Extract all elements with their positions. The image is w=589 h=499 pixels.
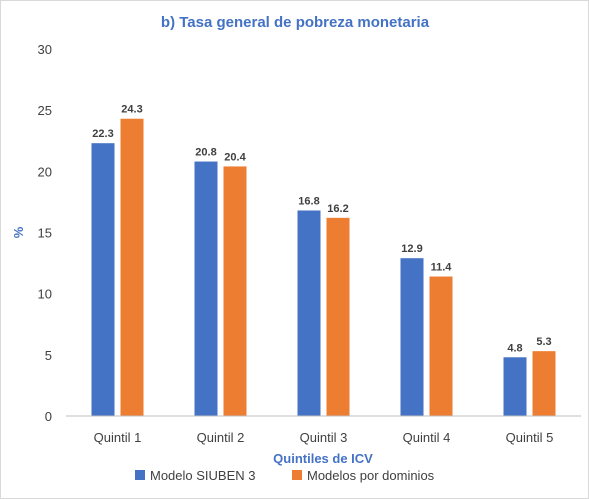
y-tick-label: 0	[45, 409, 52, 424]
x-tick-label: Quintil 4	[403, 430, 451, 445]
y-tick-label: 30	[38, 42, 52, 57]
x-tick-label: Quintil 5	[506, 430, 554, 445]
bar-dominios	[429, 276, 453, 416]
data-label: 20.8	[195, 147, 216, 159]
y-tick-label: 10	[38, 287, 52, 302]
bar-dominios	[120, 118, 144, 416]
bars	[91, 118, 556, 417]
bar-siuben3	[400, 258, 424, 416]
x-tick-label: Quintil 1	[94, 430, 142, 445]
data-label: 5.3	[536, 336, 551, 348]
y-tick-label: 20	[38, 164, 52, 179]
x-axis-title: Quintiles de ICV	[273, 451, 373, 466]
legend: Modelo SIUBEN 3 Modelos por dominios	[135, 468, 435, 483]
x-tick-label: Quintil 2	[197, 430, 245, 445]
y-tick-label: 25	[38, 103, 52, 118]
x-axis-ticks: Quintil 1 Quintil 2 Quintil 3 Quintil 4 Quin…	[94, 430, 554, 445]
y-axis-ticks: 0 5 10 15 20 25 30	[38, 42, 52, 424]
legend-label: Modelos por dominios	[307, 468, 435, 483]
bar-siuben3	[503, 357, 527, 416]
data-label: 20.4	[224, 151, 246, 163]
bar-siuben3	[297, 210, 321, 416]
data-label: 11.4	[431, 262, 453, 274]
data-label: 4.8	[507, 342, 522, 354]
bar-siuben3	[194, 161, 218, 416]
data-label: 22.3	[92, 128, 113, 140]
legend-swatch	[135, 470, 145, 480]
legend-label: Modelo SIUBEN 3	[150, 468, 256, 483]
x-tick-label: Quintil 3	[300, 430, 348, 445]
y-tick-label: 15	[38, 226, 52, 241]
bar-dominios	[223, 166, 247, 416]
data-label: 24.3	[121, 104, 142, 116]
data-labels: 22.3 24.3 20.8 20.4 16.8 16.2 12.9 11.4 4.8 5.3	[92, 104, 551, 355]
chart-title: b) Tasa general de pobreza monetaria	[161, 14, 430, 31]
y-tick-label: 5	[45, 348, 52, 363]
data-label: 12.9	[401, 243, 422, 255]
legend-swatch	[292, 470, 302, 480]
bar-siuben3	[91, 143, 115, 417]
bar-dominios	[326, 217, 350, 416]
bar-dominios	[532, 351, 556, 416]
data-label: 16.8	[298, 195, 319, 207]
y-axis-title: %	[11, 226, 26, 238]
data-label: 16.2	[327, 203, 348, 215]
